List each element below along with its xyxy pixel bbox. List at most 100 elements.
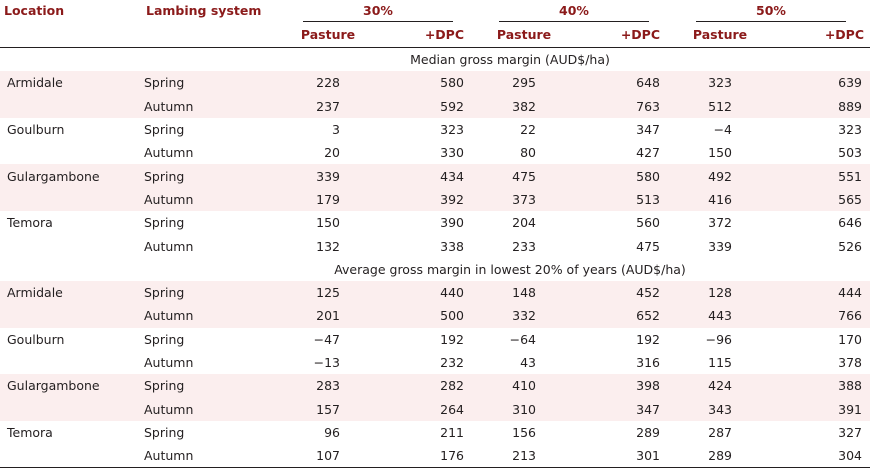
dpc-value-cell: 592 [376,94,476,118]
pasture-value-cell: 410 [476,374,572,398]
dpc-value-cell: 388 [768,374,870,398]
dpc-value-cell: 176 [376,444,476,468]
pasture-value-cell: 148 [476,280,572,305]
dpc-value-cell: 763 [572,94,672,118]
pasture-value-cell: 289 [672,444,768,468]
dpc-value-cell: 391 [768,397,870,421]
location-cell [0,444,142,468]
dpc-subheader: +DPC [768,25,870,48]
dpc-value-cell: 652 [572,304,672,328]
table-header: Location Lambing system 30% 40% 50% Past… [0,0,870,48]
dpc-value-cell: 192 [440,331,464,347]
group-header-30: 30% [280,0,476,25]
dpc-value-cell: 646 [838,215,862,231]
dpc-value-cell: 551 [768,164,870,188]
location-cell: Goulburn [7,122,65,138]
dpc-value-cell: 192 [636,331,660,347]
dpc-value-cell: 264 [376,397,476,421]
pasture-subheader: Pasture [672,25,768,48]
lambing-system-cell: Spring [142,280,280,305]
pasture-value-cell: 204 [512,215,536,231]
lambing-system-cell: Autumn [142,397,280,421]
pasture-value-cell: −47 [313,331,340,347]
table-row: Autumn 132 338 233 475 339 526 [0,234,870,257]
lambing-system-cell: Autumn [142,444,280,468]
dpc-value-cell: 390 [440,215,464,231]
pasture-value-cell: 416 [672,187,768,212]
lambing-system-cell: Spring [144,215,185,231]
dpc-value-cell: 639 [768,71,870,95]
dpc-value-cell: 560 [636,215,660,231]
pasture-value-cell: 150 [316,215,340,231]
table-row: Autumn 157 264 310 347 343 391 [0,397,870,421]
dpc-value-cell: 347 [572,397,672,421]
table-row: Autumn 201 500 332 652 443 766 [0,304,870,328]
lambing-system-cell: Autumn [142,304,280,328]
pasture-value-cell: −13 [313,355,340,370]
pasture-value-cell: 492 [672,164,768,188]
table-row: Gulargambone Spring 283 282 410 398 424 388 [0,374,870,398]
dpc-value-cell: 565 [768,187,870,212]
table-row: Autumn 107 176 213 301 289 304 [0,444,870,468]
dpc-value-cell: 232 [440,355,464,370]
table-row: Autumn 237 592 382 763 512 889 [0,94,870,118]
dpc-value-cell: 889 [768,94,870,118]
dpc-value-cell: 427 [636,145,660,161]
table-row: Temora Spring 96 211 156 289 287 327 [0,421,870,444]
dpc-value-cell: 316 [636,355,660,370]
dpc-value-cell: 513 [572,187,672,212]
dpc-value-cell: 330 [440,145,464,161]
pasture-value-cell: 213 [476,444,572,468]
table-row: Gulargambone Spring 339 434 475 580 492 551 [0,164,870,188]
lambing-system-cell: Spring [144,331,185,347]
pasture-value-cell: 373 [476,187,572,212]
dpc-value-cell: 398 [572,374,672,398]
pasture-value-cell: 443 [672,304,768,328]
pasture-value-cell: 237 [280,94,376,118]
pasture-value-cell: 107 [280,444,376,468]
pasture-value-cell: 125 [280,280,376,305]
dpc-value-cell: 580 [376,71,476,95]
dpc-value-cell: 475 [636,238,660,254]
dpc-value-cell: 289 [636,424,660,440]
dpc-value-cell: 323 [440,122,464,138]
pasture-value-cell: 233 [512,238,536,254]
lambing-system-cell: Autumn [144,355,194,370]
pasture-subheader: Pasture [280,25,376,48]
pasture-value-cell: 150 [708,145,732,161]
pasture-value-cell: 179 [280,187,376,212]
location-column-header: Location [4,3,65,18]
location-cell: Gulargambone [0,164,142,188]
lambing-system-cell: Autumn [144,238,194,254]
pasture-value-cell: 323 [672,71,768,95]
table-row: Autumn 179 392 373 513 416 565 [0,187,870,212]
lambing-system-cell: Autumn [144,145,194,161]
table-row: Goulburn Spring −47 192 −64 192 −96 170 [0,328,870,351]
dpc-value-cell: 323 [838,122,862,138]
dpc-value-cell: 304 [768,444,870,468]
pasture-value-cell: 96 [324,424,340,440]
pasture-value-cell: −96 [705,331,732,347]
pasture-value-cell: 310 [476,397,572,421]
lambing-system-cell: Autumn [142,94,280,118]
dpc-value-cell: 338 [440,238,464,254]
pasture-value-cell: 287 [708,424,732,440]
dpc-value-cell: 440 [376,280,476,305]
pasture-value-cell: 157 [280,397,376,421]
pasture-value-cell: 475 [476,164,572,188]
pasture-value-cell: 80 [520,145,536,161]
pasture-value-cell: 382 [476,94,572,118]
dpc-value-cell: 452 [572,280,672,305]
lambing-system-cell: Spring [142,164,280,188]
pasture-value-cell: 201 [280,304,376,328]
lambing-system-cell: Spring [144,424,185,440]
pasture-value-cell: 295 [476,71,572,95]
pasture-value-cell: 512 [672,94,768,118]
dpc-value-cell: 301 [572,444,672,468]
lambing-system-cell: Spring [142,374,280,398]
pasture-value-cell: 283 [280,374,376,398]
table-body: Median gross margin (AUD$/ha) Armidale Spr… [0,48,870,468]
pasture-value-cell: 3 [332,122,340,138]
pasture-value-cell: 332 [476,304,572,328]
lambing-system-cell: Spring [144,122,185,138]
